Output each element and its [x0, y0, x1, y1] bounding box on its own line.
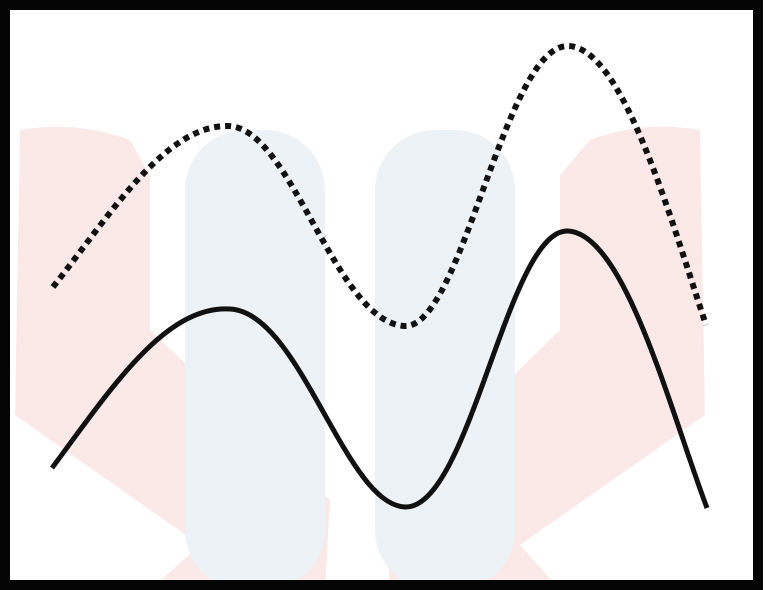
solid-curve [49, 228, 710, 510]
watermark-blue-bar-left [185, 130, 325, 590]
watermark-blue-bar-right [375, 130, 515, 590]
background-watermark [15, 126, 705, 590]
dotted-curve [50, 42, 709, 330]
